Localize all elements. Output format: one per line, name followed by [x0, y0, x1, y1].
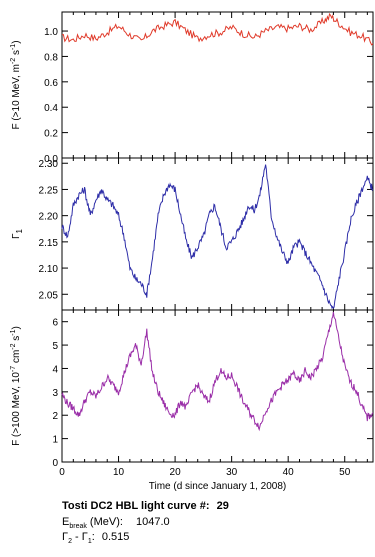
y-axis-label-part: -1 [10, 44, 17, 50]
y-tick-label: 2.10 [39, 264, 59, 275]
x-tick-label: 20 [170, 467, 182, 478]
y-axis-label-middle: Γ1 [11, 228, 24, 239]
x-tick-label: 0 [59, 467, 65, 478]
series-line-bottom [61, 311, 374, 432]
caption-gamma-diff: Γ2 - Γ1: 0.515 [62, 531, 129, 545]
y-axis-label-bottom: F (>100 MeV, 10-7 cm-2 s-1) [10, 326, 22, 446]
caption-ebreak-label: Ebreak (MeV): [62, 516, 123, 531]
y-tick-label: 2.30 [39, 159, 59, 170]
caption-gamma-value: 0.515 [101, 531, 130, 543]
y-tick-label: 2.20 [39, 212, 59, 223]
y-axis-label-part: -7 [10, 366, 17, 372]
y-tick-label: 1 [52, 435, 58, 446]
caption-gamma-label: Γ2 - Γ1: [62, 531, 95, 546]
caption-title-label: Tosti DC2 HBL light curve #: [62, 500, 210, 512]
y-axis-label-part: -2 [10, 58, 17, 64]
x-axis-label: Time (d since January 1, 2008) [149, 481, 286, 492]
y-tick-label: 0.0 [44, 154, 58, 165]
y-axis-label-part: -1 [10, 329, 17, 335]
x-tick-label: 30 [226, 467, 238, 478]
panel-top: 0.0 0.2 0.4 0.6 0.8 1.0 F (>10 MeV, m-2 s-1) [10, 11, 374, 165]
y-axis-label-part: F (>100 MeV, 10 [11, 372, 22, 446]
y-tick-label: 1.0 [44, 27, 58, 38]
caption-title-value: 29 [216, 500, 229, 512]
y-tick-label: 0 [52, 458, 58, 469]
y-tick-label: 2.05 [39, 290, 59, 301]
gamma-label-b-sub: 1 [87, 538, 92, 546]
x-tick-label: 40 [283, 467, 295, 478]
y-tick-label: 0.2 [44, 129, 58, 140]
gamma-label-mid: - Γ [71, 531, 88, 543]
y-axis-label-part: -2 [10, 343, 17, 349]
y-axis-label-part: s [11, 336, 22, 344]
y-axis-label-part: s [11, 50, 22, 58]
gamma-label-rest: : [91, 531, 95, 543]
panels-group: 0.00.20.40.60.81.0F (>10 MeV, m-2 s-1)2.… [10, 11, 374, 492]
y-tick-label: 0.4 [44, 103, 58, 114]
y-axis-label-part: ) [11, 40, 22, 43]
y-axis-label-part: cm [11, 350, 22, 366]
caption-ebreak: Ebreak (MeV): 1047.0 [62, 516, 170, 530]
gamma-label-a: Γ [62, 531, 69, 543]
panel-bottom: 0 1 2 3 4 5 6 F (>100 MeV, 10-7 cm-2 s-1) 0 10 20 3… [10, 309, 374, 492]
y-tick-label: 0.8 [44, 52, 58, 63]
y-tick-label: 2.15 [39, 238, 59, 249]
ebreak-label-sub: break [69, 523, 87, 531]
caption-title: Tosti DC2 HBL light curve #: 29 [62, 500, 229, 512]
y-axis-label-top: F (>10 MeV, m-2 s-1) [10, 40, 22, 129]
y-tick-label: 5 [52, 341, 58, 352]
y-tick-label: 4 [52, 364, 58, 375]
y-axis-label-part: Γ [11, 233, 22, 239]
y-tick-label: 6 [52, 318, 58, 329]
series-line-top [62, 12, 374, 46]
x-tick-label: 10 [113, 467, 125, 478]
y-axis-label-part: ) [11, 326, 22, 329]
ebreak-label-rest: (MeV): [86, 516, 123, 528]
y-tick-label: 2 [52, 411, 58, 422]
panel-frame [61, 157, 374, 311]
y-axis-label-part: F (>10 MeV, m [11, 64, 22, 130]
y-tick-label: 2.25 [39, 185, 59, 196]
gamma-label-a-sub: 2 [68, 538, 72, 546]
caption-ebreak-value: 1047.0 [135, 516, 170, 528]
series-line-middle [61, 164, 374, 310]
panel-middle: 2.05 2.10 2.15 2.20 2.25 2.30 Γ1 [11, 157, 374, 311]
y-tick-label: 0.6 [44, 78, 58, 89]
x-tick-label: 50 [339, 467, 351, 478]
y-tick-label: 3 [52, 388, 58, 399]
y-axis-label-part: 1 [15, 228, 24, 233]
panel-frame [61, 309, 374, 463]
ebreak-label-main: E [62, 516, 70, 528]
